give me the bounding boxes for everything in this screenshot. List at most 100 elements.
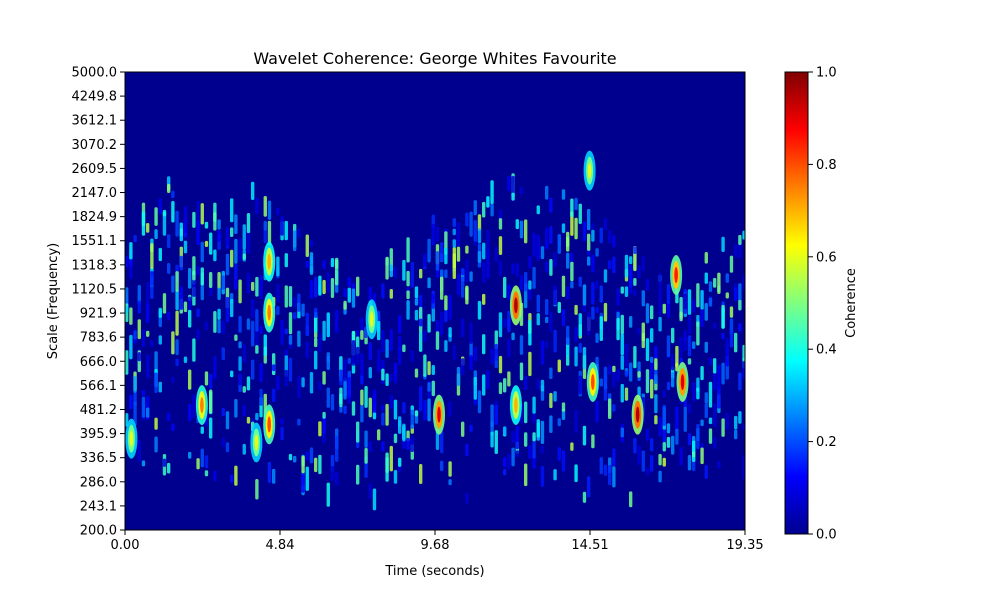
heatmap-cell (532, 413, 536, 424)
heatmap-cell (729, 306, 734, 318)
heatmap-cell (410, 261, 414, 288)
heatmap-cell (326, 272, 330, 294)
heatmap-cell (456, 273, 461, 296)
heatmap-cell (645, 428, 650, 441)
heatmap-cell (557, 301, 561, 314)
heatmap-cell (330, 257, 335, 268)
heatmap-cell (246, 228, 251, 254)
heatmap-cell (603, 464, 608, 476)
heatmap-cell (503, 319, 507, 328)
heatmap-cell (234, 238, 238, 264)
heatmap-cell (318, 454, 322, 475)
heatmap-cell (196, 329, 200, 340)
heatmap-cell (133, 330, 137, 340)
heatmap-cell (675, 362, 679, 372)
heatmap-cell (528, 280, 532, 290)
heatmap-cell (620, 383, 624, 403)
heatmap-cell (608, 260, 612, 270)
heatmap-cell (658, 453, 662, 466)
heatmap-cell (536, 313, 540, 326)
heatmap-cell (658, 417, 662, 437)
heatmap-cell (448, 294, 452, 318)
heatmap-cell (343, 359, 347, 381)
heatmap-cell (162, 211, 167, 236)
heatmap-cell (515, 219, 519, 230)
heatmap-cell (305, 451, 309, 461)
heatmap-cell (679, 311, 683, 322)
heatmap-cell (486, 254, 490, 279)
y-tick-label: 921.9 (80, 307, 117, 322)
heatmap-cell (461, 421, 465, 437)
heatmap-cell (175, 310, 179, 336)
heatmap-cell (629, 362, 633, 382)
heatmap-cell (637, 265, 641, 279)
heatmap-cell (188, 451, 192, 459)
hotspot-core (587, 162, 592, 179)
heatmap-cell (196, 308, 200, 318)
heatmap-cell (700, 289, 704, 310)
heatmap-cell (288, 312, 293, 335)
heatmap-cell (192, 338, 196, 362)
heatmap-cell (347, 276, 351, 288)
hotspot-core (369, 311, 374, 328)
heatmap-cell (717, 385, 721, 409)
heatmap-cell (536, 205, 540, 215)
heatmap-cell (511, 447, 515, 467)
heatmap-cell (515, 262, 519, 278)
heatmap-cell (503, 426, 507, 436)
heatmap-cell (414, 368, 419, 378)
heatmap-cell (482, 261, 486, 283)
heatmap-cell (713, 358, 717, 374)
heatmap-cell (335, 310, 339, 333)
heatmap-cell (335, 257, 339, 269)
heatmap-cell (612, 365, 616, 373)
heatmap-cell (301, 455, 305, 474)
heatmap-cell (385, 256, 389, 280)
heatmap-cell (473, 376, 477, 400)
heatmap-cell (230, 370, 234, 378)
heatmap-cell (545, 340, 549, 349)
heatmap-cell (314, 350, 318, 370)
heatmap-cell (654, 358, 658, 370)
heatmap-cell (162, 458, 167, 467)
heatmap-cell (729, 255, 734, 273)
heatmap-cell (599, 457, 603, 475)
heatmap-cell (305, 312, 309, 336)
heatmap-cell (217, 319, 221, 334)
heatmap-cell (557, 418, 561, 427)
heatmap-cell (242, 404, 246, 417)
heatmap-cell (679, 336, 683, 358)
heatmap-cell (734, 415, 738, 430)
heatmap-cell (288, 453, 293, 461)
heatmap-cell (217, 219, 221, 230)
heatmap-cell (347, 287, 351, 303)
heatmap-cell (557, 359, 561, 373)
y-tick-label: 1318.3 (72, 258, 118, 273)
heatmap-cell (637, 445, 641, 465)
heatmap-cell (591, 434, 595, 449)
heatmap-cell (666, 283, 671, 305)
heatmap-cell (662, 303, 666, 314)
heatmap-cell (624, 286, 629, 297)
heatmap-cell (179, 255, 183, 271)
hotspot-core (680, 373, 685, 390)
heatmap-cell (427, 314, 431, 333)
heatmap-cell (578, 203, 582, 224)
colorbar (784, 71, 809, 535)
heatmap-cell (452, 239, 456, 248)
heatmap-cell (234, 465, 238, 486)
heatmap-cell (570, 198, 574, 218)
heatmap-cell (675, 406, 679, 432)
heatmap-cell (692, 341, 696, 350)
heatmap-cell (356, 346, 360, 365)
heatmap-cell (444, 269, 448, 279)
heatmap-cell (238, 315, 242, 333)
heatmap-cell (204, 321, 209, 331)
heatmap-cell (574, 197, 578, 211)
heatmap-cell (519, 362, 524, 381)
heatmap-cell (419, 318, 423, 327)
y-tick-label: 336.5 (80, 451, 117, 466)
heatmap-cell (473, 200, 477, 216)
heatmap-cell (692, 451, 696, 458)
heatmap-cell (288, 335, 293, 345)
